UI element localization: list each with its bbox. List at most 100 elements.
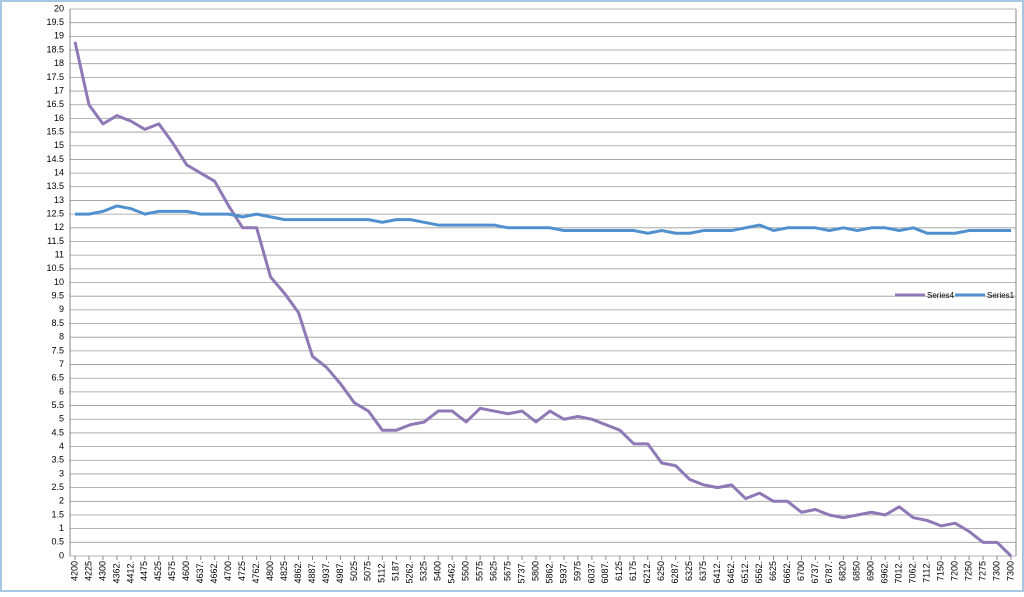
y-tick-label: 16.5 bbox=[46, 99, 64, 109]
y-tick-label: 11.5 bbox=[47, 236, 64, 246]
x-tick-label: 6250 bbox=[656, 561, 666, 581]
x-tick-label: 5675 bbox=[502, 561, 512, 581]
x-tick-label: 4987. bbox=[335, 561, 345, 584]
x-tick-label: 5575 bbox=[475, 561, 485, 581]
y-tick-label: 14 bbox=[54, 167, 64, 177]
x-tick-label: 6175 bbox=[628, 561, 638, 581]
y-tick-label: 5.5 bbox=[51, 400, 64, 410]
x-tick-label: 7012. bbox=[894, 561, 904, 584]
x-tick-label: 7300 bbox=[1005, 561, 1015, 581]
y-tick-label: 3.5 bbox=[51, 455, 64, 465]
y-tick-label: 6 bbox=[59, 386, 64, 396]
x-tick-label: 7200 bbox=[949, 561, 959, 581]
x-tick-label: 5025 bbox=[349, 561, 359, 581]
x-tick-label: 5262. bbox=[405, 561, 415, 584]
x-tick-label: 4600 bbox=[181, 561, 191, 581]
y-tick-label: 13.5 bbox=[46, 181, 64, 191]
x-tick-label: 4887. bbox=[307, 561, 317, 584]
x-tick-label: 5325 bbox=[419, 561, 429, 581]
x-tick-label: 6962. bbox=[880, 561, 890, 584]
y-tick-label: 16 bbox=[54, 113, 64, 123]
x-tick-label: 4412. bbox=[125, 561, 135, 584]
y-tick-label: 8 bbox=[59, 332, 64, 342]
x-tick-label: 4475 bbox=[139, 561, 149, 581]
x-tick-label: 4700 bbox=[223, 561, 233, 581]
x-tick-label: 6087. bbox=[600, 561, 610, 584]
x-tick-label: 7250 bbox=[963, 561, 973, 581]
x-tick-label: 4662. bbox=[209, 561, 219, 584]
x-tick-label: 6820 bbox=[838, 561, 848, 581]
x-tick-label: 5187 bbox=[391, 561, 401, 581]
y-tick-label: 2 bbox=[59, 496, 64, 506]
x-tick-label: 6850 bbox=[852, 561, 862, 581]
y-tick-label: 12.5 bbox=[46, 209, 64, 219]
x-tick-label: 5975 bbox=[572, 561, 582, 581]
x-tick-label: 4300 bbox=[97, 561, 107, 581]
x-tick-label: 4575 bbox=[167, 561, 177, 581]
x-tick-label: 5737. bbox=[516, 561, 526, 584]
x-tick-label: 7112. bbox=[922, 561, 932, 583]
y-tick-label: 6.5 bbox=[51, 373, 64, 383]
y-tick-label: 7 bbox=[59, 359, 64, 369]
x-tick-label: 6625 bbox=[768, 561, 778, 581]
x-tick-label: 6125 bbox=[614, 561, 624, 581]
y-tick-label: 0.5 bbox=[51, 537, 64, 547]
x-tick-label: 5937. bbox=[558, 561, 568, 584]
x-tick-label: 6737. bbox=[810, 561, 820, 584]
y-tick-label: 9 bbox=[59, 304, 64, 314]
y-tick-label: 12 bbox=[54, 222, 64, 232]
y-tick-label: 19 bbox=[54, 31, 64, 41]
x-tick-label: 4825 bbox=[279, 561, 289, 581]
x-tick-label: 6900 bbox=[866, 561, 876, 581]
x-tick-label: 4725 bbox=[237, 561, 247, 581]
x-tick-label: 5075 bbox=[363, 561, 373, 581]
y-tick-label: 19.5 bbox=[46, 17, 64, 27]
x-tick-label: 6375 bbox=[698, 561, 708, 581]
y-tick-label: 13 bbox=[54, 195, 64, 205]
x-tick-label: 5462. bbox=[447, 561, 457, 584]
y-tick-label: 4.5 bbox=[51, 427, 64, 437]
x-tick-label: 6412. bbox=[712, 561, 722, 584]
y-tick-label: 10.5 bbox=[46, 263, 64, 273]
y-tick-label: 14.5 bbox=[46, 154, 64, 164]
y-tick-label: 11 bbox=[55, 250, 64, 260]
legend-label: Series1 bbox=[987, 291, 1015, 300]
y-tick-label: 7.5 bbox=[51, 345, 64, 355]
y-tick-label: 0 bbox=[59, 550, 64, 560]
y-tick-label: 1.5 bbox=[51, 509, 64, 519]
x-tick-label: 6462. bbox=[726, 561, 736, 584]
x-tick-label: 4525 bbox=[153, 561, 163, 581]
legend-label: Series4 bbox=[927, 291, 955, 300]
x-tick-label: 5862. bbox=[544, 561, 554, 584]
x-tick-label: 5112. bbox=[377, 561, 387, 583]
series-line bbox=[73, 41, 1013, 558]
y-tick-label: 18.5 bbox=[46, 44, 64, 54]
y-tick-label: 10 bbox=[54, 277, 64, 287]
series-line bbox=[75, 204, 1011, 235]
x-tick-label: 6325 bbox=[684, 561, 694, 581]
x-tick-label: 4862. bbox=[293, 561, 303, 584]
x-tick-label: 4762. bbox=[251, 561, 261, 584]
y-tick-label: 17 bbox=[54, 85, 64, 95]
y-tick-label: 2.5 bbox=[51, 482, 64, 492]
y-tick-label: 1 bbox=[59, 523, 64, 533]
x-tick-label: 6287. bbox=[670, 561, 680, 584]
x-tick-label: 7275 bbox=[977, 561, 987, 581]
y-tick-label: 4 bbox=[59, 441, 64, 451]
y-tick-label: 15.5 bbox=[46, 126, 64, 136]
x-tick-label: 4200 bbox=[69, 561, 79, 581]
x-tick-label: 6562. bbox=[754, 561, 764, 584]
x-tick-label: 6037. bbox=[586, 561, 596, 584]
x-tick-label: 7062. bbox=[908, 561, 918, 584]
x-tick-label: 6212. bbox=[642, 561, 652, 584]
x-tick-label: 6787. bbox=[824, 561, 834, 584]
y-tick-label: 5 bbox=[59, 414, 64, 424]
x-tick-label: 5500 bbox=[461, 561, 471, 581]
x-tick-label: 4800 bbox=[265, 561, 275, 581]
y-tick-label: 20 bbox=[54, 3, 64, 13]
x-tick-label: 4225 bbox=[83, 561, 93, 581]
y-tick-label: 15 bbox=[54, 140, 64, 150]
x-tick-label: 4362. bbox=[111, 561, 121, 584]
x-tick-label: 7150 bbox=[936, 561, 946, 581]
